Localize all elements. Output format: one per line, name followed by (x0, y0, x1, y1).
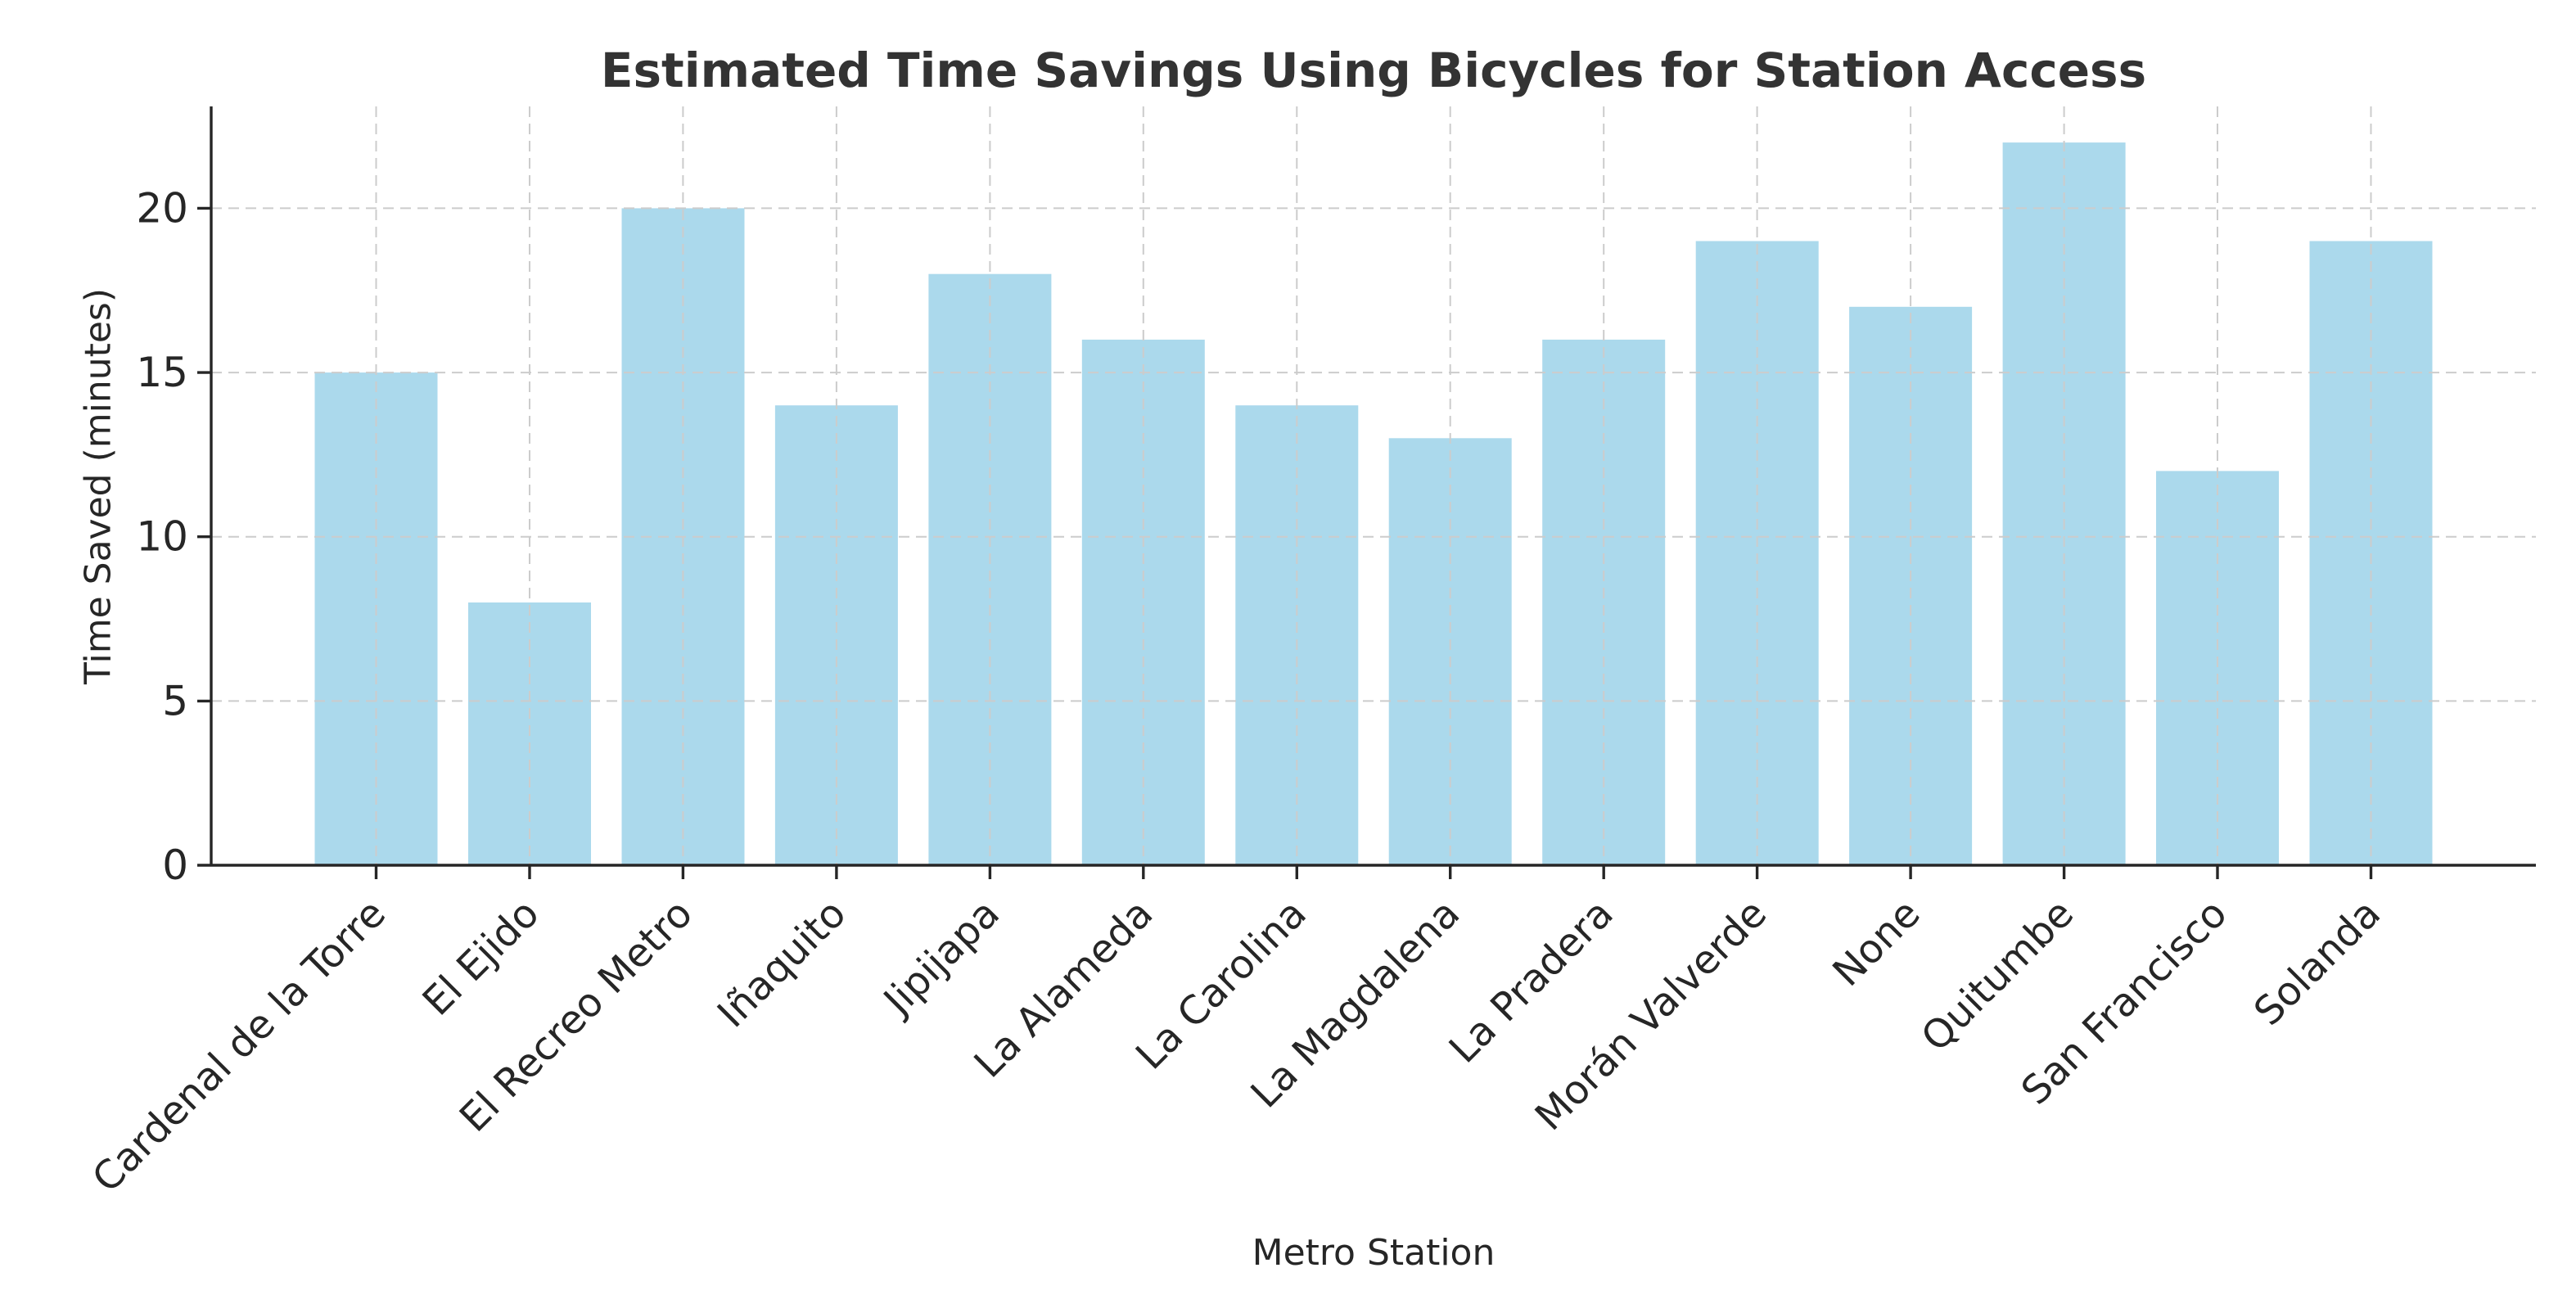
y-tick-label: 15 (136, 349, 188, 396)
bar (774, 405, 898, 865)
y-tick-label: 5 (162, 677, 188, 724)
x-tick-label: Solanda (2245, 891, 2389, 1035)
y-tick-label: 0 (162, 842, 188, 889)
bar (1235, 405, 1359, 865)
bar (2156, 471, 2279, 865)
x-tick-label: Quitumbe (1913, 891, 2083, 1061)
bar (314, 372, 438, 866)
y-tick-label: 10 (136, 513, 188, 561)
x-tick-label: Iñaquito (709, 891, 855, 1036)
y-tick-label: 20 (136, 184, 188, 232)
x-tick-label: None (1824, 891, 1929, 995)
chart-title: Estimated Time Savings Using Bicycles fo… (600, 43, 2147, 98)
x-tick-label: Jipijapa (873, 891, 1008, 1026)
x-axis-label: Metro Station (1252, 1232, 1496, 1274)
bar (928, 273, 1052, 865)
x-tick-label: Cardenal de la Torre (83, 891, 395, 1202)
x-tick-label: El Ejido (414, 891, 548, 1025)
